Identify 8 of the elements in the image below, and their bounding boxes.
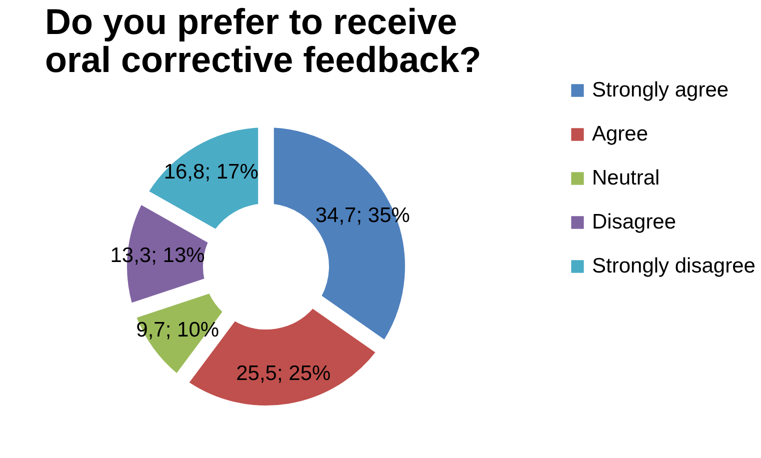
- legend-label: Agree: [592, 122, 648, 146]
- chart-title: Do you prefer to receive oral corrective feedback?: [45, 1, 482, 80]
- data-label: 16,8; 17%: [164, 160, 258, 184]
- legend-label: Strongly agree: [592, 78, 729, 102]
- data-label: 25,5; 25%: [236, 362, 331, 386]
- legend-label: Neutral: [592, 166, 660, 190]
- legend-label: Strongly disagree: [592, 254, 756, 278]
- legend-label: Disagree: [592, 210, 676, 234]
